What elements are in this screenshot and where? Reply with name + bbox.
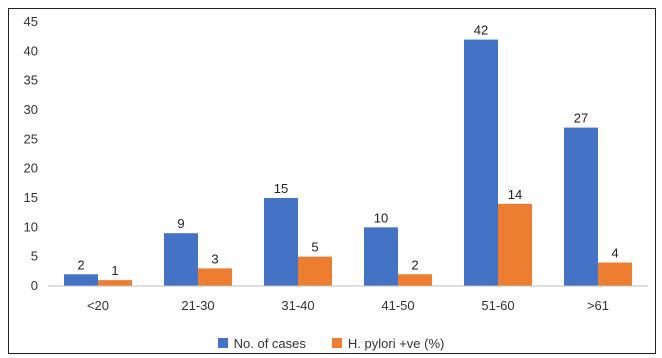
y-tick-label: 40 (24, 43, 38, 58)
y-tick-label: 0 (31, 278, 38, 293)
x-tick-label: 21-30 (181, 298, 214, 313)
y-tick-label: 5 (31, 249, 38, 264)
data-label-hpylori: 14 (508, 187, 522, 202)
legend-label-hpylori: H. pylori +ve (%) (347, 335, 445, 351)
data-label-cases: 10 (374, 210, 388, 225)
x-tick-label: >61 (587, 298, 609, 313)
legend-item-hpylori: H. pylori +ve (%) (331, 335, 445, 351)
data-label-hpylori: 2 (411, 257, 418, 272)
bar-hpylori (98, 280, 132, 286)
data-label-hpylori: 5 (311, 240, 318, 255)
data-label-hpylori: 3 (211, 251, 218, 266)
bar-cases (64, 274, 98, 286)
data-label-hpylori: 1 (111, 263, 118, 278)
data-label-hpylori: 4 (611, 246, 618, 261)
bars: 2 1 9 3 15 5 10 2 42 14 27 4 (64, 23, 632, 286)
bar-cases (564, 127, 598, 286)
data-label-cases: 2 (77, 257, 84, 272)
bar-hpylori (298, 256, 332, 286)
legend-label-cases: No. of cases (233, 335, 306, 351)
x-axis-ticks: <20 21-30 31-40 41-50 51-60 >61 (87, 298, 609, 313)
y-tick-label: 10 (24, 219, 38, 234)
bar-cases (164, 233, 198, 286)
legend: No. of cases H. pylori +ve (%) (0, 334, 662, 352)
y-tick-label: 25 (24, 131, 38, 146)
data-label-cases: 27 (574, 111, 588, 126)
bar-hpylori (498, 203, 532, 286)
x-tick-label: 41-50 (381, 298, 414, 313)
data-label-cases: 15 (274, 181, 288, 196)
data-label-cases: 42 (474, 23, 488, 38)
legend-item-cases: No. of cases (217, 335, 306, 351)
x-tick-label: <20 (87, 298, 109, 313)
chart-frame (8, 8, 656, 354)
bar-hpylori (198, 268, 232, 286)
y-tick-label: 15 (24, 190, 38, 205)
y-tick-label: 45 (24, 14, 38, 29)
bar-cases (364, 227, 398, 286)
y-tick-label: 20 (24, 161, 38, 176)
legend-swatch-hpylori (331, 338, 342, 348)
y-axis-ticks: 0 5 10 15 20 25 30 35 40 45 (24, 14, 38, 293)
x-tick-label: 51-60 (481, 298, 514, 313)
x-tick-label: 31-40 (281, 298, 314, 313)
data-label-cases: 9 (177, 216, 184, 231)
legend-swatch-cases (217, 338, 228, 348)
bar-cases (464, 39, 498, 286)
bar-cases (264, 198, 298, 286)
y-tick-label: 35 (24, 73, 38, 88)
bar-hpylori (598, 262, 632, 286)
bar-hpylori (398, 274, 432, 286)
y-tick-label: 30 (24, 102, 38, 117)
